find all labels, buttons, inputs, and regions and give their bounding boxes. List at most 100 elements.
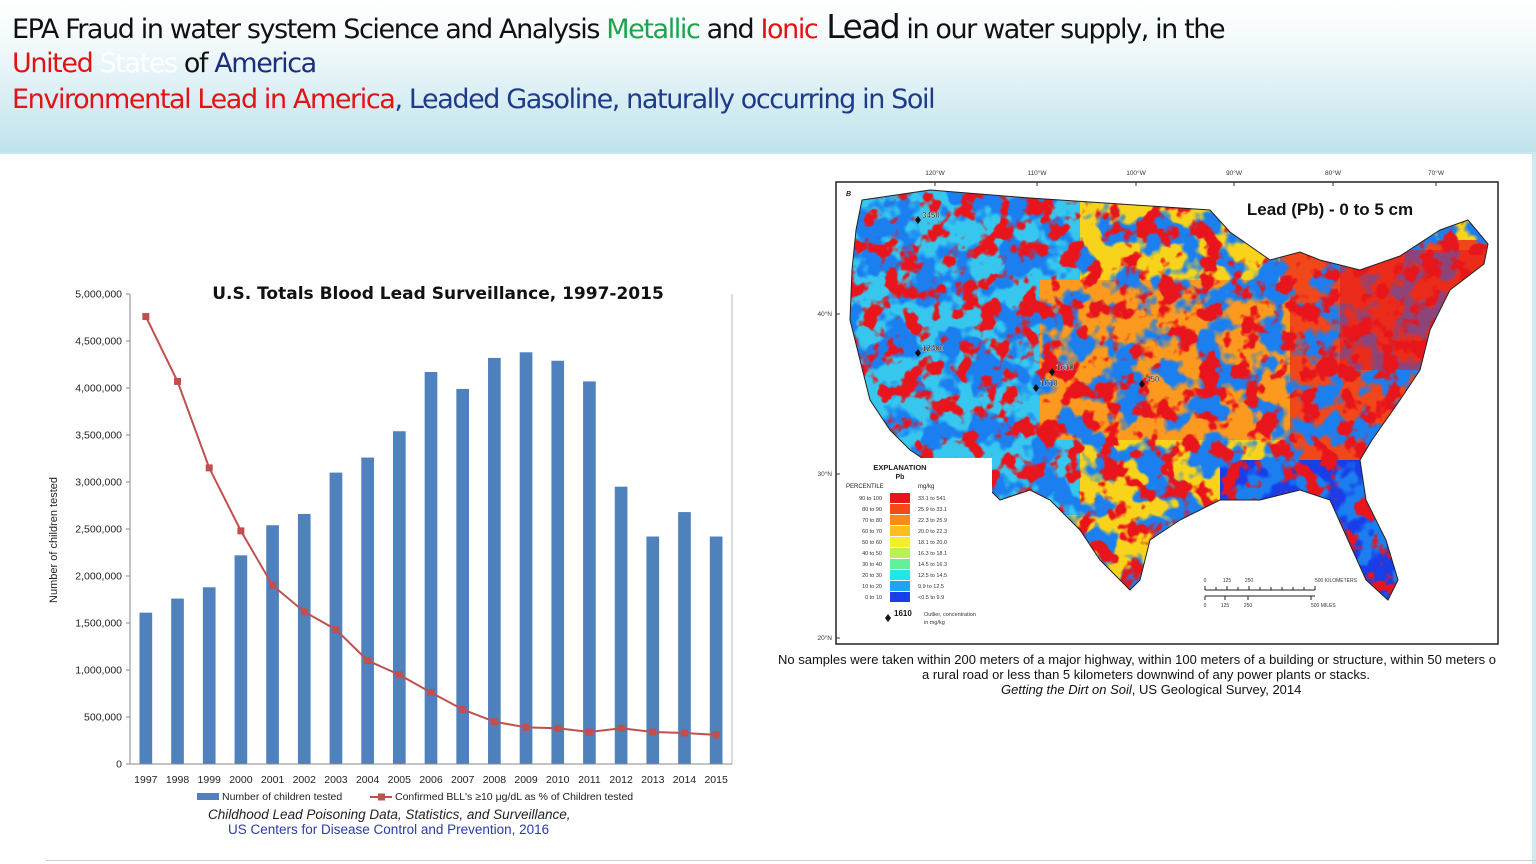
- x-tick-label: 2014: [673, 774, 697, 786]
- y-axis: 0 500,000 1,000,000 1,500,000 2,000,000 2,500…: [75, 289, 733, 771]
- bar: [202, 587, 216, 764]
- line-point: [522, 723, 530, 731]
- legend-swatch: [890, 515, 910, 525]
- title-line-1: EPA Fraud in water system Science and An…: [12, 7, 1226, 47]
- line-point: [364, 657, 372, 665]
- title-banner: EPA Fraud in water system Science and An…: [0, 0, 1536, 154]
- line-point: [427, 689, 435, 697]
- slide-edge-rule: [1532, 152, 1536, 864]
- scale-mi-label: 0: [1204, 603, 1207, 609]
- blood-lead-chart: U.S. Totals Blood Lead Surveillance, 199…: [48, 284, 733, 803]
- title-gasoline-soil: , Leaded Gasoline, naturally occurring i…: [394, 84, 935, 115]
- scale-km-label: 500 KILOMETERS: [1315, 578, 1358, 584]
- line-point: [237, 527, 245, 535]
- map-legend-panel: [842, 458, 992, 638]
- x-tick-label: 2004: [356, 774, 380, 786]
- longitude-label: 110°W: [1027, 169, 1047, 177]
- outlier-legend-value: 1610: [894, 609, 912, 618]
- longitude-label: 70°W: [1428, 169, 1445, 177]
- y-axis-label: Number of children tested: [48, 477, 60, 603]
- bar: [583, 381, 596, 764]
- x-tick-label: 2002: [293, 774, 317, 786]
- bar: [456, 388, 470, 764]
- bar: [646, 536, 660, 764]
- legend-percentile: 20 to 30: [862, 573, 882, 579]
- title-of: of: [176, 48, 215, 79]
- bar: [709, 536, 723, 764]
- bar: [614, 486, 628, 764]
- legend-percentile: 90 to 100: [859, 496, 882, 502]
- legend-percentile: 0 to 10: [865, 595, 882, 601]
- outlier-legend-label: Outlier, concentration: [924, 612, 976, 618]
- map-caption-line-2: a rural road or less than 5 kilometers d…: [922, 667, 1370, 682]
- outlier-marker: [1049, 368, 1055, 376]
- bar: [488, 357, 501, 764]
- chart-source-line-1: Childhood Lead Poisoning Data, Statistic…: [208, 807, 571, 822]
- map-color-legend: 90 to 100 33.1 to 541 80 to 90 25.9 to 33.1…: [859, 493, 947, 602]
- y-tick-label: 3,000,000: [75, 477, 122, 489]
- scale-km-label: 250: [1245, 578, 1254, 584]
- legend-swatch: [890, 526, 910, 536]
- legend-range: 33.1 to 541: [918, 496, 946, 502]
- outlier-value: 1610: [1056, 363, 1074, 372]
- title-metallic: Metallic: [606, 14, 701, 45]
- lead-soil-map: B 120°W 110°W 100°W 90°W 80°W 70°W 40°N 30°N 20…: [817, 169, 1499, 645]
- legend-percentile-header: PERCENTILE: [846, 484, 884, 490]
- y-tick-label: 3,500,000: [75, 430, 122, 442]
- legend-swatch: [890, 592, 910, 602]
- title-lead: Lead: [817, 7, 901, 46]
- legend-percentile: 40 to 50: [862, 551, 882, 557]
- bar: [266, 525, 279, 764]
- bar: [678, 512, 691, 764]
- x-tick-label: 1999: [198, 774, 222, 786]
- line-point: [205, 464, 213, 472]
- legend-label-line: Confirmed BLL's ≥10 μg/dL as % of Childr…: [395, 791, 633, 803]
- legend-percentile: 50 to 60: [862, 540, 882, 546]
- legend-swatch: [890, 570, 910, 580]
- map-source-title: Getting the Dirt on Soil: [1001, 682, 1132, 697]
- line-point: [680, 729, 688, 737]
- x-tick-label: 2007: [451, 774, 475, 786]
- line-point: [585, 728, 593, 736]
- title-united: United: [12, 48, 94, 79]
- y-tick-label: 4,000,000: [75, 383, 122, 395]
- x-tick-label: 2006: [419, 774, 443, 786]
- slide-bottom-rule: [46, 860, 1536, 861]
- legend-swatch: [890, 493, 910, 503]
- outlier-legend-marker: [885, 614, 891, 622]
- line-point: [617, 724, 625, 732]
- title-text: EPA Fraud in water system Science and An…: [12, 14, 607, 45]
- bar: [424, 372, 438, 764]
- legend-swatch: [890, 548, 910, 558]
- legend-swatch: [890, 581, 910, 591]
- latitude-labels: 40°N 30°N 20°N: [817, 310, 840, 642]
- x-tick-label: 2015: [704, 774, 728, 786]
- map-caption-line-3: Getting the Dirt on Soil, US Geological …: [1001, 682, 1301, 697]
- x-tick-label: 2005: [388, 774, 412, 786]
- scale-mi-label: 500 MILES: [1311, 603, 1336, 609]
- scale-km-label: 125: [1223, 578, 1232, 584]
- legend-range: 20.0 to 22.3: [918, 529, 947, 535]
- outlier-marker: [915, 349, 921, 357]
- x-tick-label: 2003: [324, 774, 348, 786]
- bar-series: [139, 352, 723, 764]
- outlier-marker: [915, 216, 921, 224]
- title-line-2: United States of America: [12, 47, 317, 81]
- legend-swatch-bars: [197, 793, 219, 800]
- legend-range: 12.5 to 14.5: [918, 573, 947, 579]
- line-point: [649, 728, 657, 736]
- longitude-label: 90°W: [1226, 169, 1243, 177]
- x-tick-label: 1997: [134, 774, 158, 786]
- outlier-markers: 3450 12400 1610 1010 450: [915, 211, 1160, 392]
- outlier-value: 450: [1146, 375, 1160, 384]
- bar: [551, 360, 565, 764]
- longitude-label: 120°W: [925, 169, 945, 177]
- legend-swatch: [890, 504, 910, 514]
- bar: [171, 598, 184, 764]
- legend-label-bars: Number of children tested: [222, 791, 342, 803]
- line-point: [332, 626, 340, 634]
- map-title-box: [1240, 194, 1428, 222]
- legend-unit-header: mg/kg: [918, 484, 934, 490]
- legend-percentile: 70 to 80: [862, 518, 882, 524]
- line-point: [712, 731, 720, 739]
